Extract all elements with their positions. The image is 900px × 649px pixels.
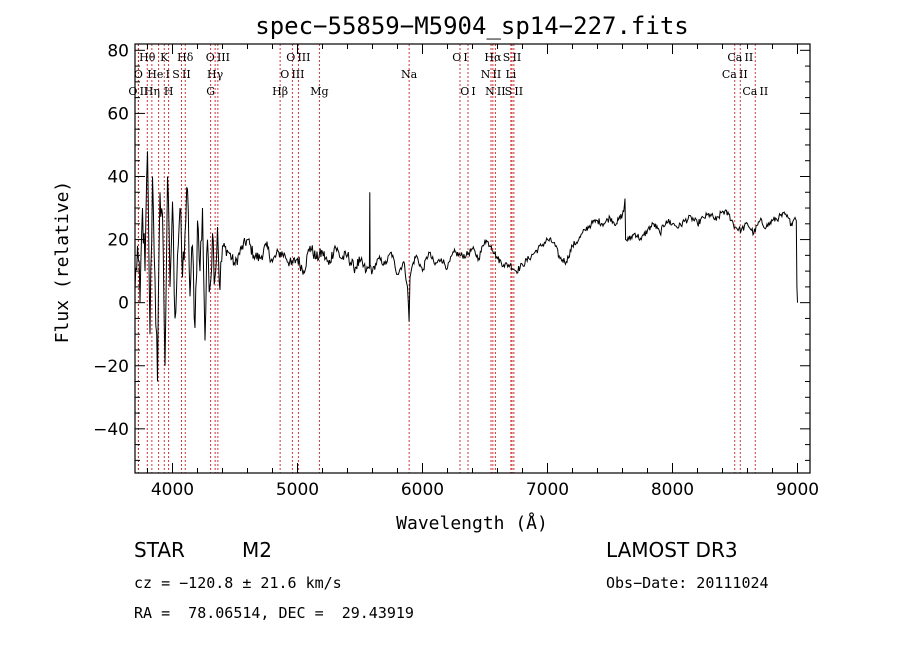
line-label: Hγ (207, 68, 224, 81)
x-tick-label: 5000 (276, 480, 319, 500)
line-label: S II (503, 51, 521, 64)
line-label: Ca II (742, 85, 768, 98)
object-subclass: M2 (242, 538, 272, 562)
chart-title: spec−55859−M5904_sp14−227.fits (255, 12, 688, 40)
survey-name: LAMOST DR3 (606, 538, 738, 562)
line-label: N II (485, 85, 506, 98)
line-label: Mg (310, 85, 328, 98)
line-label: O I (452, 51, 468, 64)
x-tick-label: 7000 (526, 480, 569, 500)
coordinates: RA = 78.06514, DEC = 29.43919 (134, 604, 414, 622)
object-class: STAR (134, 538, 185, 562)
observation-date: Obs−Date: 20111024 (606, 574, 769, 592)
y-tick-label: −40 (93, 420, 129, 440)
line-label: O II (128, 85, 148, 98)
line-label: Ca II (727, 51, 753, 64)
x-tick-label: 8000 (651, 480, 694, 500)
line-label: S II (505, 85, 523, 98)
line-label: Hη (144, 85, 160, 98)
y-tick-label: 20 (107, 231, 129, 251)
y-tick-label: 0 (118, 294, 129, 314)
y-tick-label: 80 (107, 41, 129, 61)
line-label: Hβ (272, 85, 288, 98)
line-label: O I (460, 85, 476, 98)
line-label: Li (505, 68, 516, 81)
line-label: S II (172, 68, 190, 81)
line-label: H (164, 85, 174, 98)
x-tick-label: 6000 (401, 480, 444, 500)
line-label: He I (147, 68, 170, 81)
line-label: G (206, 85, 215, 98)
line-label: Hα (484, 51, 502, 64)
spectrum-line (134, 151, 798, 382)
line-label: O III (280, 68, 304, 81)
emission-line-markers (137, 44, 756, 473)
emission-line-labels: O II O Hθ Hη He I K H S II Hδ G Hγ O III Hβ O III O II… (128, 51, 768, 98)
line-label: Ca II (722, 68, 748, 81)
y-axis-ticks: −40 −20 0 20 40 60 80 (93, 41, 810, 461)
line-label: Na (401, 68, 418, 81)
y-tick-label: 40 (107, 167, 129, 187)
line-label: Hθ (139, 51, 156, 64)
y-tick-label: −20 (93, 357, 129, 377)
x-axis-label: Wavelength (Å) (396, 512, 548, 534)
redshift-velocity: cz = −120.8 ± 21.6 km/s (134, 574, 342, 592)
line-label: Hδ (177, 51, 194, 64)
x-axis-ticks: 4000 5000 6000 7000 8000 9000 (147, 44, 819, 500)
line-label: O III (206, 51, 230, 64)
y-tick-label: 60 (107, 104, 129, 124)
x-tick-label: 4000 (151, 480, 194, 500)
line-label: O III (286, 51, 310, 64)
x-tick-label: 9000 (776, 480, 819, 500)
line-label: O (134, 68, 143, 81)
line-label: N II (481, 68, 502, 81)
line-label: K (160, 51, 169, 64)
y-axis-label: Flux (relative) (52, 181, 73, 344)
